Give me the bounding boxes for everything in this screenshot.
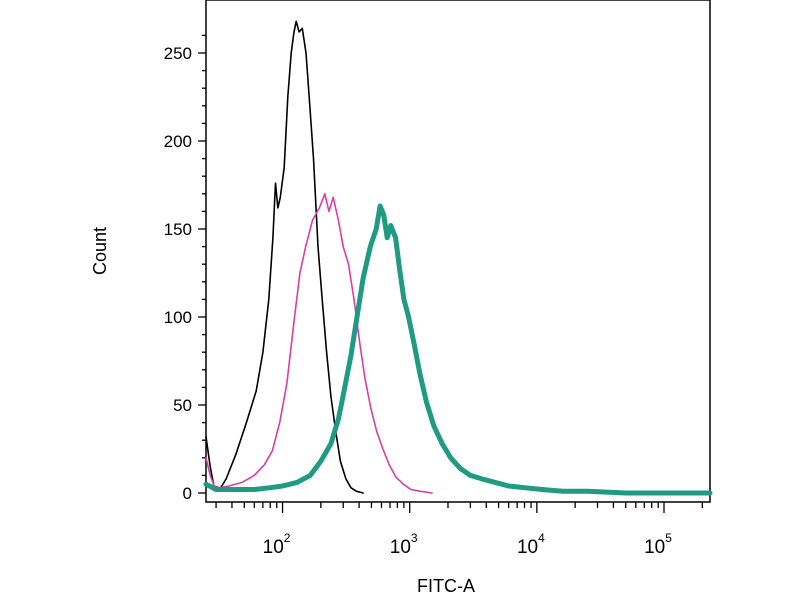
series-line-1 [205,20,364,494]
y-axis: 0 50 100 150 200 250 [164,34,206,503]
series-layer [203,20,713,496]
x-axis: 102 103 104 105 [215,502,703,558]
y-axis-label: Count [90,227,110,275]
y-tick-label: 0 [183,484,192,503]
series-line-3 [203,203,713,496]
y-tick-label: 250 [164,44,192,63]
plot-frame [205,0,711,503]
x-tick-label: 104 [517,531,545,558]
y-tick-label: 200 [164,132,192,151]
series-line-2 [205,193,433,494]
x-tick-label: 103 [390,531,418,558]
x-tick-label: 102 [263,531,291,558]
y-tick-label: 50 [173,396,192,415]
y-tick-label: 100 [164,308,192,327]
y-tick-label: 150 [164,220,192,239]
x-tick-label: 105 [644,531,672,558]
x-axis-label: FITC-A [417,576,475,596]
